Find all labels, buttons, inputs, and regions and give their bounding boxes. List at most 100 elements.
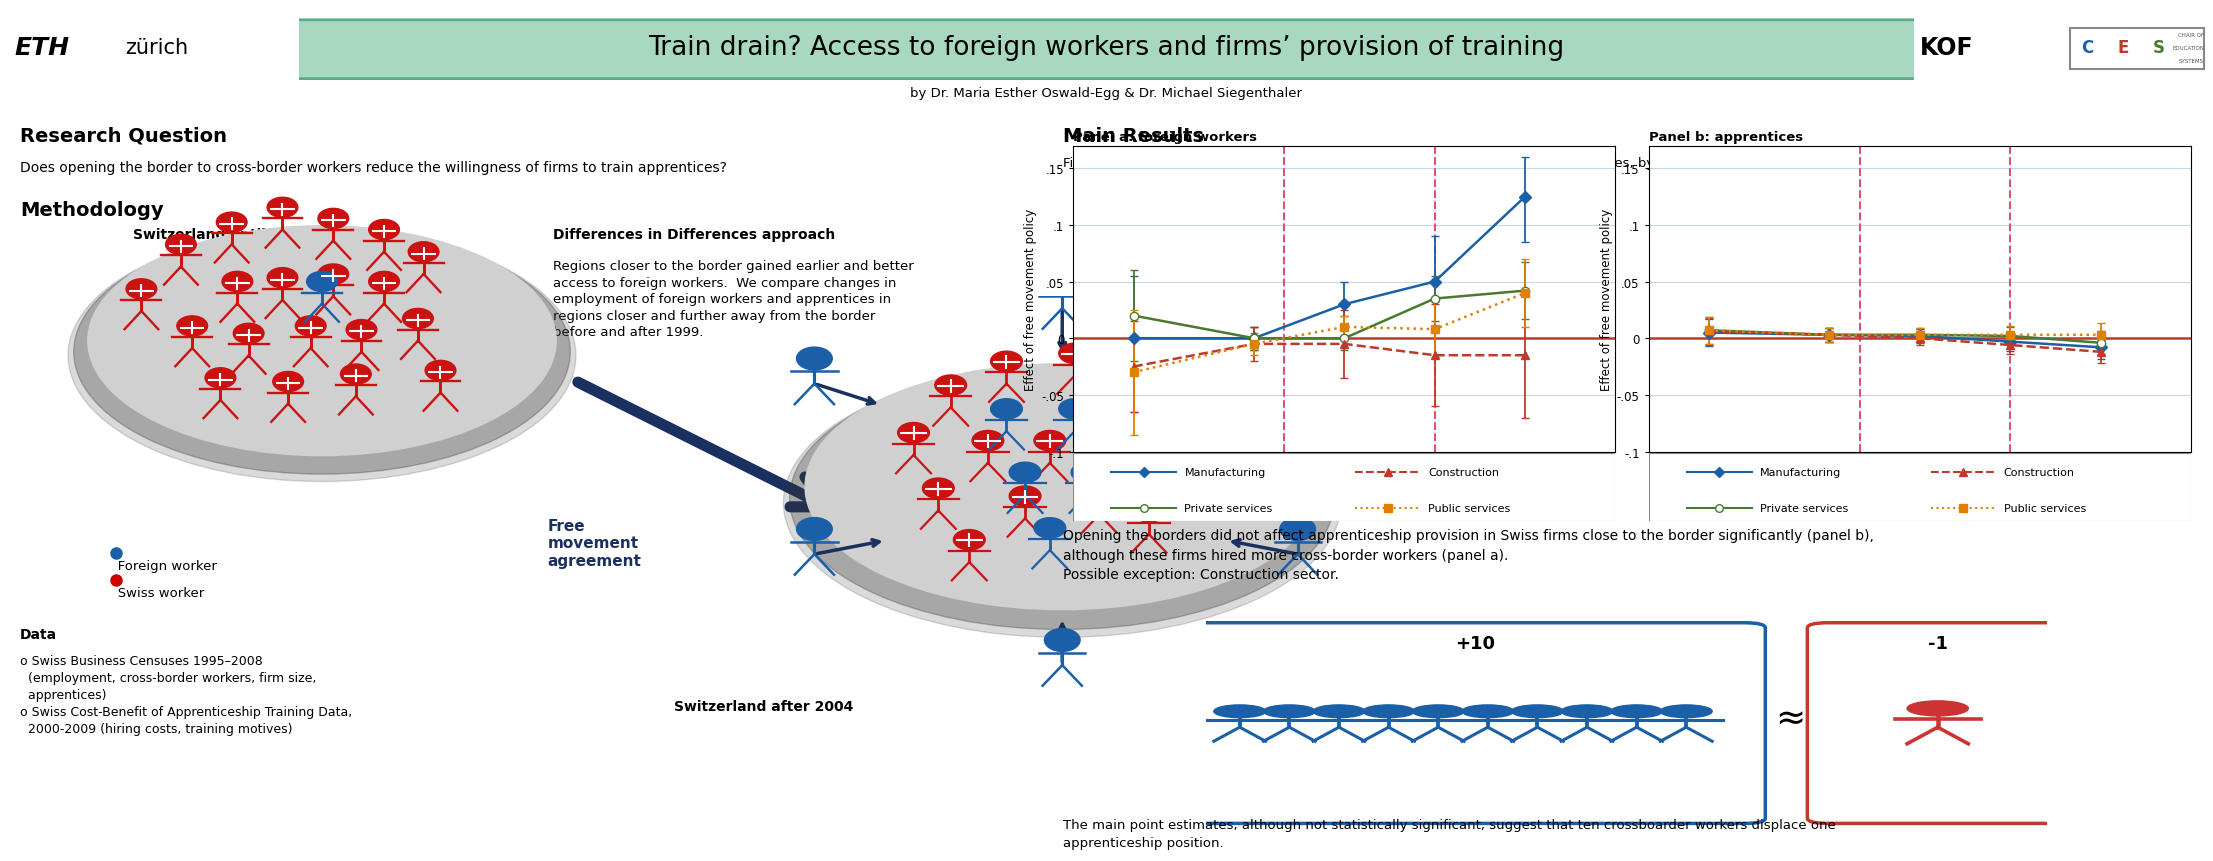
Circle shape — [1084, 482, 1115, 503]
Text: S: S — [2153, 40, 2164, 57]
Circle shape — [1412, 705, 1465, 718]
Text: Manufacturing: Manufacturing — [1184, 468, 1266, 478]
Circle shape — [319, 209, 350, 229]
Text: CHAIR OF: CHAIR OF — [2178, 33, 2204, 38]
Circle shape — [370, 272, 398, 292]
Circle shape — [1151, 403, 1184, 424]
FancyBboxPatch shape — [1073, 454, 1615, 521]
Circle shape — [1279, 340, 1315, 362]
Circle shape — [407, 243, 438, 263]
Circle shape — [1660, 705, 1713, 718]
Circle shape — [1058, 400, 1091, 419]
Text: +10: +10 — [1456, 635, 1496, 653]
Circle shape — [206, 369, 237, 388]
Circle shape — [1363, 705, 1414, 718]
Text: Research Question: Research Question — [20, 127, 228, 146]
Text: zürich: zürich — [126, 38, 188, 59]
Circle shape — [1213, 705, 1266, 718]
Ellipse shape — [69, 230, 575, 482]
Circle shape — [1115, 363, 1146, 384]
Circle shape — [1264, 705, 1315, 718]
Circle shape — [1312, 705, 1365, 718]
Circle shape — [425, 361, 456, 381]
Circle shape — [1171, 462, 1202, 483]
Text: The main point estimates, although not statistically significant, suggest that t: The main point estimates, although not s… — [1062, 818, 1835, 849]
Ellipse shape — [783, 369, 1341, 638]
Circle shape — [1511, 705, 1562, 718]
Text: KOF: KOF — [1921, 36, 1974, 60]
Text: by Dr. Maria Esther Oswald-Egg & Dr. Michael Siegenthaler: by Dr. Maria Esther Oswald-Egg & Dr. Mic… — [910, 87, 1303, 101]
Circle shape — [1611, 705, 1662, 718]
Circle shape — [403, 309, 434, 329]
Circle shape — [1133, 502, 1164, 523]
Text: Panel a: foreign workers: Panel a: foreign workers — [1073, 131, 1257, 144]
Circle shape — [308, 272, 336, 292]
Circle shape — [177, 317, 208, 337]
Circle shape — [991, 352, 1022, 372]
Circle shape — [972, 431, 1005, 451]
Circle shape — [934, 375, 967, 396]
Circle shape — [1033, 431, 1067, 451]
Text: ETH: ETH — [15, 36, 71, 60]
Circle shape — [272, 372, 303, 392]
Circle shape — [268, 198, 299, 218]
Circle shape — [345, 320, 376, 340]
Text: Methodology: Methodology — [20, 201, 164, 220]
Text: Regions closer to the border gained earlier and better
access to foreign workers: Regions closer to the border gained earl… — [553, 260, 914, 338]
Circle shape — [1009, 486, 1040, 506]
Text: Construction: Construction — [1427, 468, 1500, 478]
Circle shape — [294, 317, 325, 337]
Circle shape — [221, 272, 252, 292]
Text: Panel b: apprentices: Panel b: apprentices — [1649, 131, 1804, 144]
Text: Main Results: Main Results — [1062, 127, 1204, 146]
Circle shape — [898, 423, 929, 443]
Text: E: E — [2118, 40, 2129, 57]
Ellipse shape — [806, 364, 1319, 610]
Circle shape — [1279, 518, 1315, 541]
Text: Free
movement
agreement: Free movement agreement — [549, 518, 642, 568]
Circle shape — [1463, 705, 1514, 718]
Circle shape — [991, 400, 1022, 419]
Ellipse shape — [790, 369, 1334, 629]
Circle shape — [341, 364, 372, 385]
Circle shape — [797, 518, 832, 541]
Circle shape — [923, 479, 954, 499]
Text: SYSTEMS: SYSTEMS — [2180, 59, 2204, 64]
Text: Differences in Differences approach: Differences in Differences approach — [553, 228, 837, 242]
Text: Train drain? Access to foreign workers and firms’ provision of training: Train drain? Access to foreign workers a… — [648, 35, 1565, 61]
Circle shape — [797, 348, 832, 370]
Text: Public services: Public services — [2003, 504, 2087, 514]
Circle shape — [319, 264, 350, 285]
FancyBboxPatch shape — [1808, 623, 2067, 823]
Circle shape — [1908, 701, 1967, 716]
Circle shape — [1560, 705, 1613, 718]
FancyBboxPatch shape — [274, 21, 1939, 79]
Circle shape — [1071, 462, 1102, 483]
Circle shape — [166, 235, 197, 255]
Text: C: C — [2082, 40, 2093, 57]
FancyBboxPatch shape — [2069, 28, 2204, 71]
Circle shape — [1058, 344, 1091, 364]
Text: -1: -1 — [1928, 635, 1947, 653]
Text: EDUCATION: EDUCATION — [2171, 46, 2204, 51]
Text: Switzerland after 2004: Switzerland after 2004 — [673, 699, 854, 713]
Text: Private services: Private services — [1184, 504, 1272, 514]
Text: Figure: Effect of free movement policy on employment of foreigners and apprentic: Figure: Effect of free movement policy o… — [1062, 157, 1742, 170]
Y-axis label: Effect of free movement policy: Effect of free movement policy — [1600, 208, 1613, 390]
Circle shape — [370, 220, 398, 240]
Text: o Swiss Business Censuses 1995–2008
  (employment, cross-border workers, firm si: o Swiss Business Censuses 1995–2008 (emp… — [20, 654, 352, 735]
Circle shape — [126, 280, 157, 300]
Ellipse shape — [73, 230, 571, 474]
Circle shape — [1033, 518, 1067, 538]
Circle shape — [954, 530, 985, 550]
Text: Switzerland until 1999: Switzerland until 1999 — [133, 228, 310, 242]
Text: Construction: Construction — [2003, 468, 2076, 478]
Text: Manufacturing: Manufacturing — [1759, 468, 1841, 478]
Y-axis label: Effect of free movement policy: Effect of free movement policy — [1025, 208, 1038, 390]
Text: Foreign worker: Foreign worker — [106, 560, 217, 573]
Text: Swiss worker: Swiss worker — [106, 586, 204, 599]
FancyBboxPatch shape — [1186, 623, 1766, 823]
Text: Does opening the border to cross-border workers reduce the willingness of firms : Does opening the border to cross-border … — [20, 160, 726, 174]
Text: ≈: ≈ — [1775, 702, 1806, 736]
Text: Data: Data — [20, 628, 58, 641]
